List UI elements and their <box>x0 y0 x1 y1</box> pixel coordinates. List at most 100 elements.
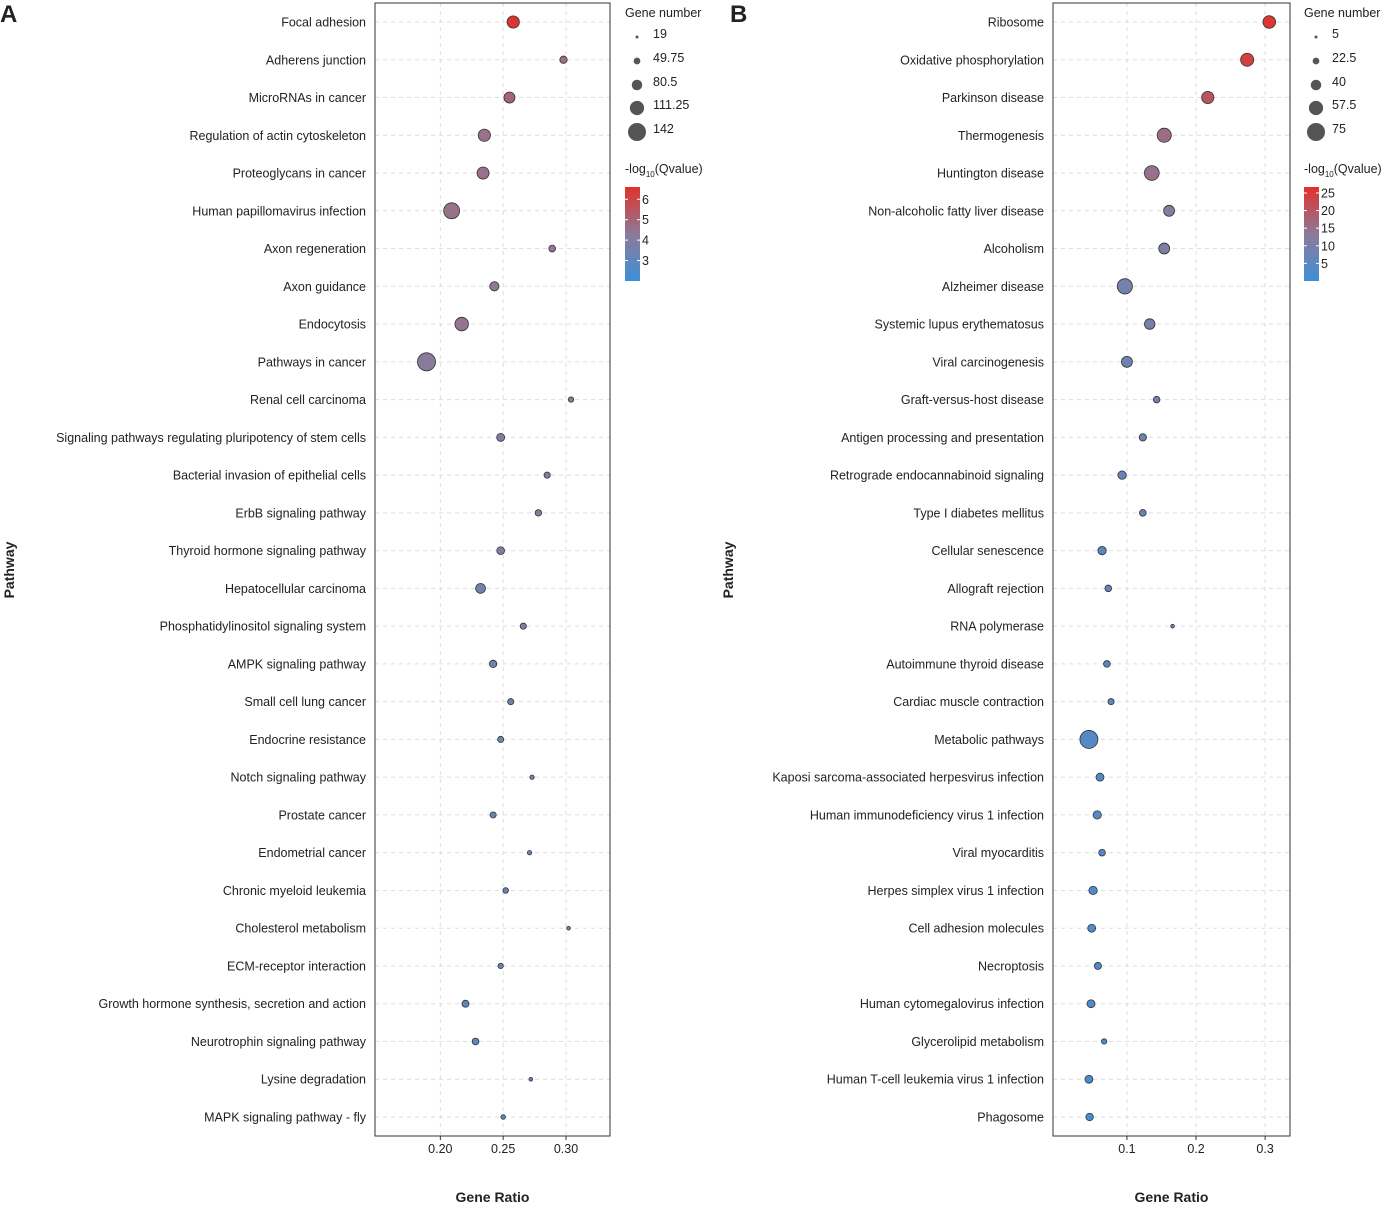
y-tick-label: Antigen processing and presentation <box>841 431 1044 445</box>
y-tick-label: Bacterial invasion of epithelial cells <box>173 469 366 483</box>
y-tick-label: Focal adhesion <box>281 16 366 30</box>
data-point <box>548 244 556 253</box>
y-tick-label: Prostate cancer <box>278 808 366 822</box>
colorbar-tick-label: 4 <box>642 234 649 248</box>
data-point <box>1152 395 1161 404</box>
data-point <box>1138 433 1147 442</box>
colorbar <box>1304 187 1319 281</box>
size-legend-label: 75 <box>1332 122 1346 136</box>
data-point <box>443 202 461 220</box>
colorbar-tick-label: 5 <box>1321 257 1328 271</box>
data-point <box>1262 15 1276 29</box>
y-tick-label: Glycerolipid metabolism <box>911 1035 1044 1049</box>
data-point <box>1139 509 1147 517</box>
y-tick-label: ECM-receptor interaction <box>227 959 366 973</box>
x-tick-label: 0.30 <box>554 1142 578 1156</box>
y-tick-label: Oxidative phosphorylation <box>900 53 1044 67</box>
size-legend-label: 49.75 <box>653 51 684 65</box>
y-tick-label: Proteoglycans in cancer <box>233 167 366 181</box>
y-tick-label: Alzheimer disease <box>942 280 1044 294</box>
y-tick-label: Viral myocarditis <box>953 846 1044 860</box>
color-legend-title-part: (Qvalue) <box>655 162 703 176</box>
data-point <box>489 659 498 668</box>
data-point <box>506 15 520 29</box>
size-legend-key <box>1308 100 1324 116</box>
colorbar-tick-label: 15 <box>1321 222 1335 236</box>
x-tick-label: 0.2 <box>1187 1142 1204 1156</box>
size-legend-label: 142 <box>653 122 674 136</box>
y-tick-label: Kaposi sarcoma-associated herpesvirus in… <box>772 771 1044 785</box>
size-legend-key <box>1310 79 1322 91</box>
y-tick-label: Chronic myeloid leukemia <box>223 884 366 898</box>
y-tick-label: Non-alcoholic fatty liver disease <box>868 204 1044 218</box>
data-point <box>1093 962 1102 970</box>
y-tick-label: Type I diabetes mellitus <box>913 506 1044 520</box>
y-tick-label: Cholesterol metabolism <box>235 922 366 936</box>
data-point <box>475 583 486 594</box>
data-point <box>1144 318 1156 330</box>
y-axis-label: Pathway <box>1 541 17 598</box>
data-point <box>1116 278 1133 295</box>
color-legend-title-part: 10 <box>1325 170 1334 179</box>
y-tick-label: ErbB signaling pathway <box>235 506 366 520</box>
data-point <box>1079 730 1099 749</box>
y-tick-label: Phosphatidylinositol signaling system <box>160 620 366 634</box>
size-legend-label: 22.5 <box>1332 51 1356 65</box>
plot-frame <box>374 2 611 1137</box>
data-point <box>1087 923 1097 933</box>
data-point <box>1240 52 1255 67</box>
data-point <box>1121 355 1133 368</box>
size-legend-title: Gene number <box>1304 6 1380 20</box>
y-tick-label: Retrograde endocannabinoid signaling <box>830 469 1044 483</box>
y-tick-label: Phagosome <box>977 1111 1044 1125</box>
data-point <box>1163 204 1175 217</box>
x-tick-label: 0.25 <box>491 1142 515 1156</box>
data-point <box>529 774 535 780</box>
y-tick-label: Huntington disease <box>937 167 1044 181</box>
panel-letter: B <box>730 1 747 28</box>
size-legend-label: 5 <box>1332 27 1339 41</box>
data-point <box>496 432 506 442</box>
color-legend-title-part: -log <box>625 162 646 176</box>
data-point <box>503 91 516 104</box>
data-point <box>567 396 575 403</box>
y-tick-label: Lysine degradation <box>261 1073 366 1087</box>
data-point <box>500 1114 506 1120</box>
y-tick-label: Growth hormone synthesis, secretion and … <box>99 997 367 1011</box>
data-point <box>507 698 515 706</box>
size-legend-label: 40 <box>1332 75 1346 89</box>
y-tick-label: Herpes simplex virus 1 infection <box>868 884 1045 898</box>
colorbar-tick-label: 20 <box>1321 204 1335 218</box>
size-legend-label: 57.5 <box>1332 98 1356 112</box>
x-tick-label: 0.1 <box>1118 1142 1135 1156</box>
y-tick-label: Cellular senescence <box>931 544 1044 558</box>
panel-a: A Focal adhesion Adherens junction MicroRNA… <box>0 1 703 1205</box>
size-legend-label: 80.5 <box>653 75 677 89</box>
y-tick-label: Cell adhesion molecules <box>909 922 1045 936</box>
y-tick-label: Human T-cell leukemia virus 1 infection <box>827 1073 1044 1087</box>
data-point <box>1095 772 1105 782</box>
y-tick-label: Pathways in cancer <box>258 355 366 369</box>
y-tick-label: Thyroid hormone signaling pathway <box>169 544 367 558</box>
data-point <box>454 316 469 332</box>
data-point <box>1107 698 1115 706</box>
y-tick-label: MicroRNAs in cancer <box>249 91 366 105</box>
data-point <box>543 471 551 479</box>
y-tick-label: Thermogenesis <box>958 129 1044 143</box>
data-point <box>1170 623 1175 629</box>
data-point <box>489 281 500 292</box>
y-tick-label: Cardiac muscle contraction <box>893 695 1044 709</box>
data-point <box>519 622 527 630</box>
size-legend-key <box>1312 57 1320 65</box>
size-legend-key <box>633 57 641 65</box>
data-point <box>1097 546 1107 556</box>
colorbar-tick-label: 5 <box>642 213 649 227</box>
data-point <box>527 850 533 856</box>
y-tick-label: Human immunodeficiency virus 1 infection <box>810 808 1044 822</box>
y-tick-label: Axon regeneration <box>264 242 366 256</box>
data-point <box>566 925 571 931</box>
data-point <box>1084 1074 1094 1084</box>
y-tick-label: Notch signaling pathway <box>231 771 367 785</box>
y-tick-label: Endocrine resistance <box>249 733 366 747</box>
